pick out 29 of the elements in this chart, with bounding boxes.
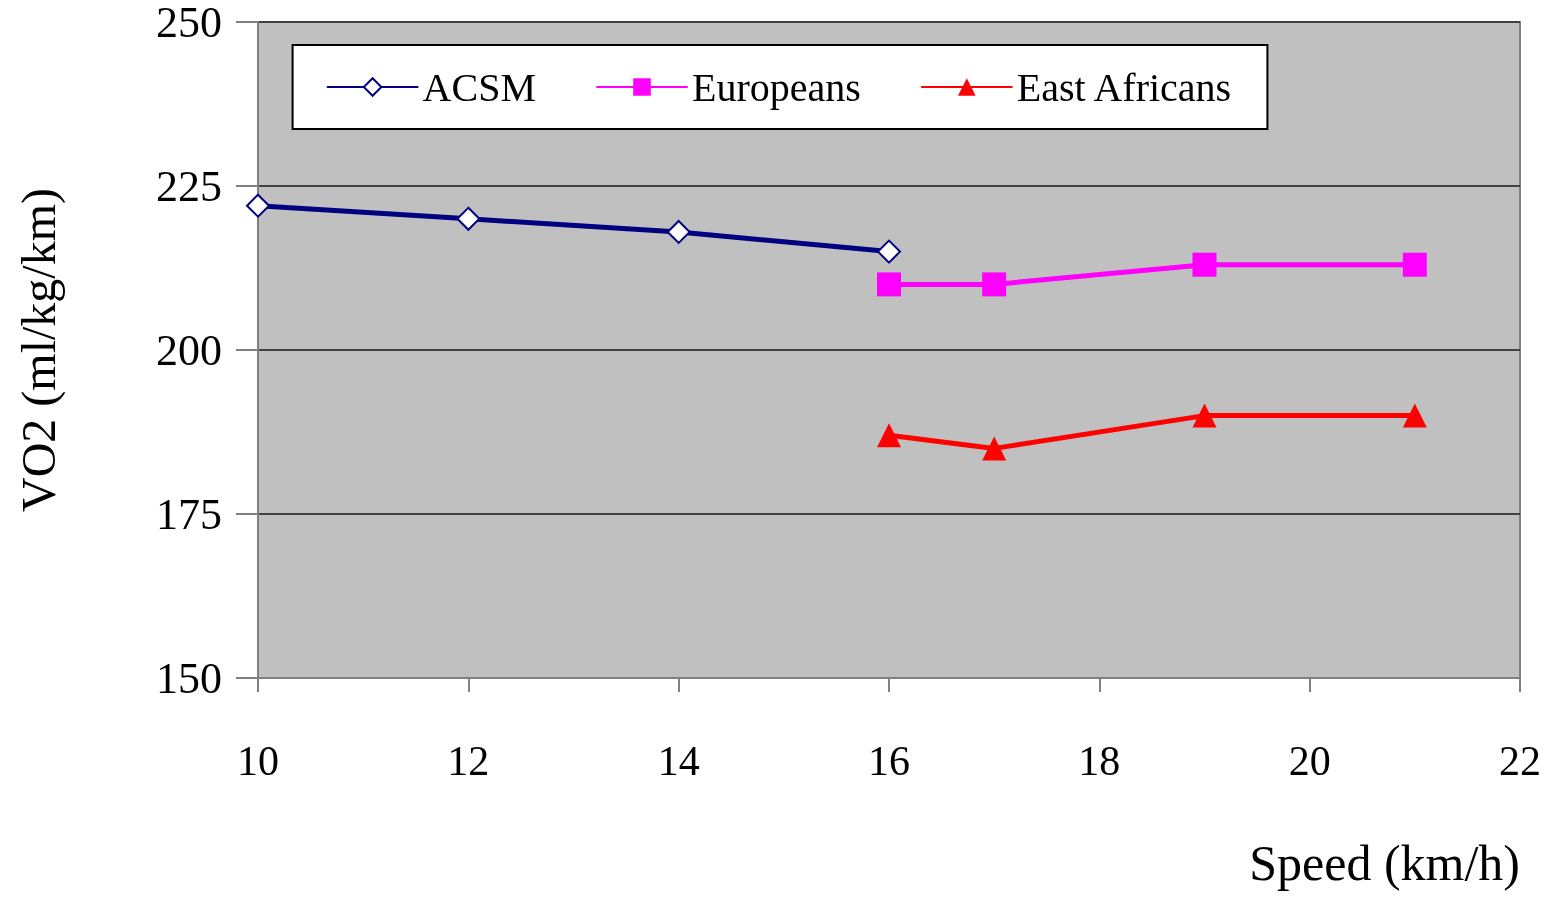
- y-tick-label: 225: [156, 161, 222, 211]
- y-tick-label: 250: [156, 0, 222, 47]
- x-tick-label: 20: [1288, 738, 1331, 784]
- y-tick-label: 175: [156, 489, 222, 539]
- point: [877, 423, 901, 448]
- x-tick-label: 10: [237, 738, 279, 784]
- point: [877, 239, 901, 264]
- x-tick-label: 12: [447, 738, 490, 784]
- y-tick-label: 150: [156, 653, 222, 703]
- point: [1402, 403, 1427, 428]
- legend-label: East Africans: [1016, 64, 1232, 110]
- y-axis-title: VO2 (ml/kg/km): [11, 188, 66, 512]
- x-tick-label: 16: [868, 738, 910, 784]
- point: [1402, 252, 1427, 277]
- point: [982, 436, 1007, 461]
- x-tick-label: 18: [1078, 738, 1121, 784]
- point: [1192, 403, 1217, 428]
- x-tick-label: 14: [657, 738, 700, 784]
- legend-label: Europeans: [691, 64, 861, 110]
- y-tick-label: 200: [156, 325, 222, 375]
- point: [666, 219, 691, 244]
- x-tick-label: 22: [1499, 738, 1541, 784]
- point: [246, 193, 270, 218]
- point: [877, 272, 901, 297]
- point: [456, 206, 481, 231]
- x-axis-title: Speed (km/h): [1249, 835, 1520, 891]
- legend-label: ACSM: [422, 64, 536, 110]
- point: [982, 272, 1007, 297]
- point: [1192, 252, 1217, 277]
